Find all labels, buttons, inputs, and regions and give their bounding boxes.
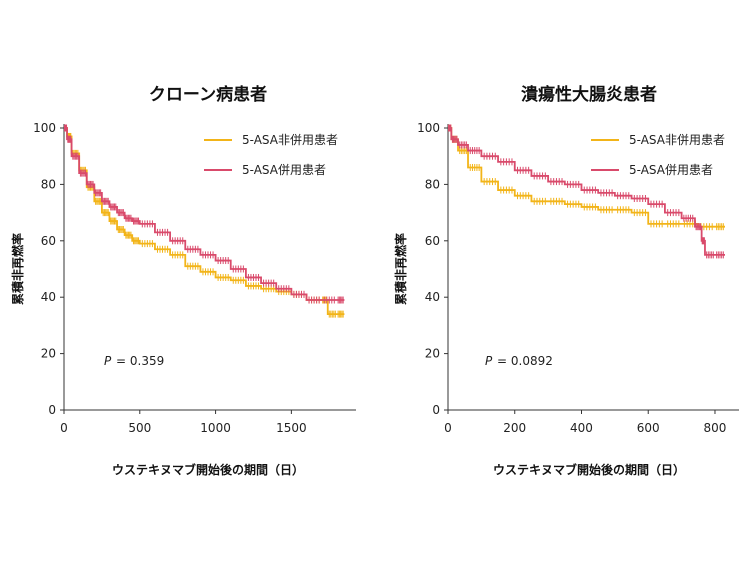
series-line bbox=[64, 127, 345, 316]
y-tick-label: 20 bbox=[41, 347, 56, 361]
y-axis-title: 累積非再燃率 bbox=[10, 233, 25, 305]
chart-svg: 潰瘍性大腸炎患者 0 20 40 60 80 100 0 200 400 600 800 累積非再燃率ウ… bbox=[393, 84, 739, 477]
legend-label: 5-ASA併用患者 bbox=[629, 163, 713, 177]
x-tick-label: 1500 bbox=[276, 421, 307, 435]
x-tick-label: 800 bbox=[704, 421, 727, 435]
legend-label: 5-ASA非併用患者 bbox=[242, 133, 338, 147]
series-line bbox=[64, 127, 345, 301]
y-axis-title: 累積非再燃率 bbox=[393, 233, 408, 305]
p-value-label: P bbox=[485, 354, 493, 368]
x-axis-title: ウステキヌマブ開始後の期間（日） bbox=[493, 462, 685, 477]
y-tick-label: 60 bbox=[425, 234, 440, 248]
x-tick-label: 400 bbox=[570, 421, 593, 435]
x-axis-title: ウステキヌマブ開始後の期間（日） bbox=[112, 462, 304, 477]
x-tick-label: 1000 bbox=[200, 421, 231, 435]
chart-panel-uc: 潰瘍性大腸炎患者 0 20 40 60 80 100 0 200 400 600 800 累積非再燃率ウ… bbox=[375, 0, 750, 566]
y-tick-label: 0 bbox=[48, 403, 56, 417]
x-tick-label: 0 bbox=[60, 421, 68, 435]
legend-label: 5-ASA併用患者 bbox=[242, 163, 326, 177]
legend-label: 5-ASA非併用患者 bbox=[629, 133, 725, 147]
chart-panel-crohns: クローン病患者 0 20 40 60 80 100 0 500 1000 1500 累積非再燃率 ウステ… bbox=[10, 84, 356, 477]
x-tick-label: 200 bbox=[503, 421, 526, 435]
y-tick-label: 80 bbox=[425, 177, 440, 191]
x-tick-label: 500 bbox=[128, 421, 151, 435]
y-tick-label: 40 bbox=[425, 290, 440, 304]
p-value-label: P bbox=[104, 354, 112, 368]
p-value-text: = 0.359 bbox=[116, 354, 164, 368]
y-tick-label: 20 bbox=[425, 347, 440, 361]
y-tick-label: 80 bbox=[41, 177, 56, 191]
y-tick-label: 40 bbox=[41, 290, 56, 304]
chart-title: クローン病患者 bbox=[149, 84, 267, 105]
y-tick-label: 100 bbox=[417, 121, 440, 135]
x-tick-label: 0 bbox=[444, 421, 452, 435]
chart-title: 潰瘍性大腸炎患者 bbox=[521, 84, 657, 105]
y-tick-label: 0 bbox=[432, 403, 440, 417]
p-value-text: = 0.0892 bbox=[497, 354, 553, 368]
x-tick-label: 600 bbox=[637, 421, 660, 435]
series-line bbox=[448, 127, 725, 256]
y-tick-label: 60 bbox=[41, 234, 56, 248]
y-tick-label: 100 bbox=[33, 121, 56, 135]
